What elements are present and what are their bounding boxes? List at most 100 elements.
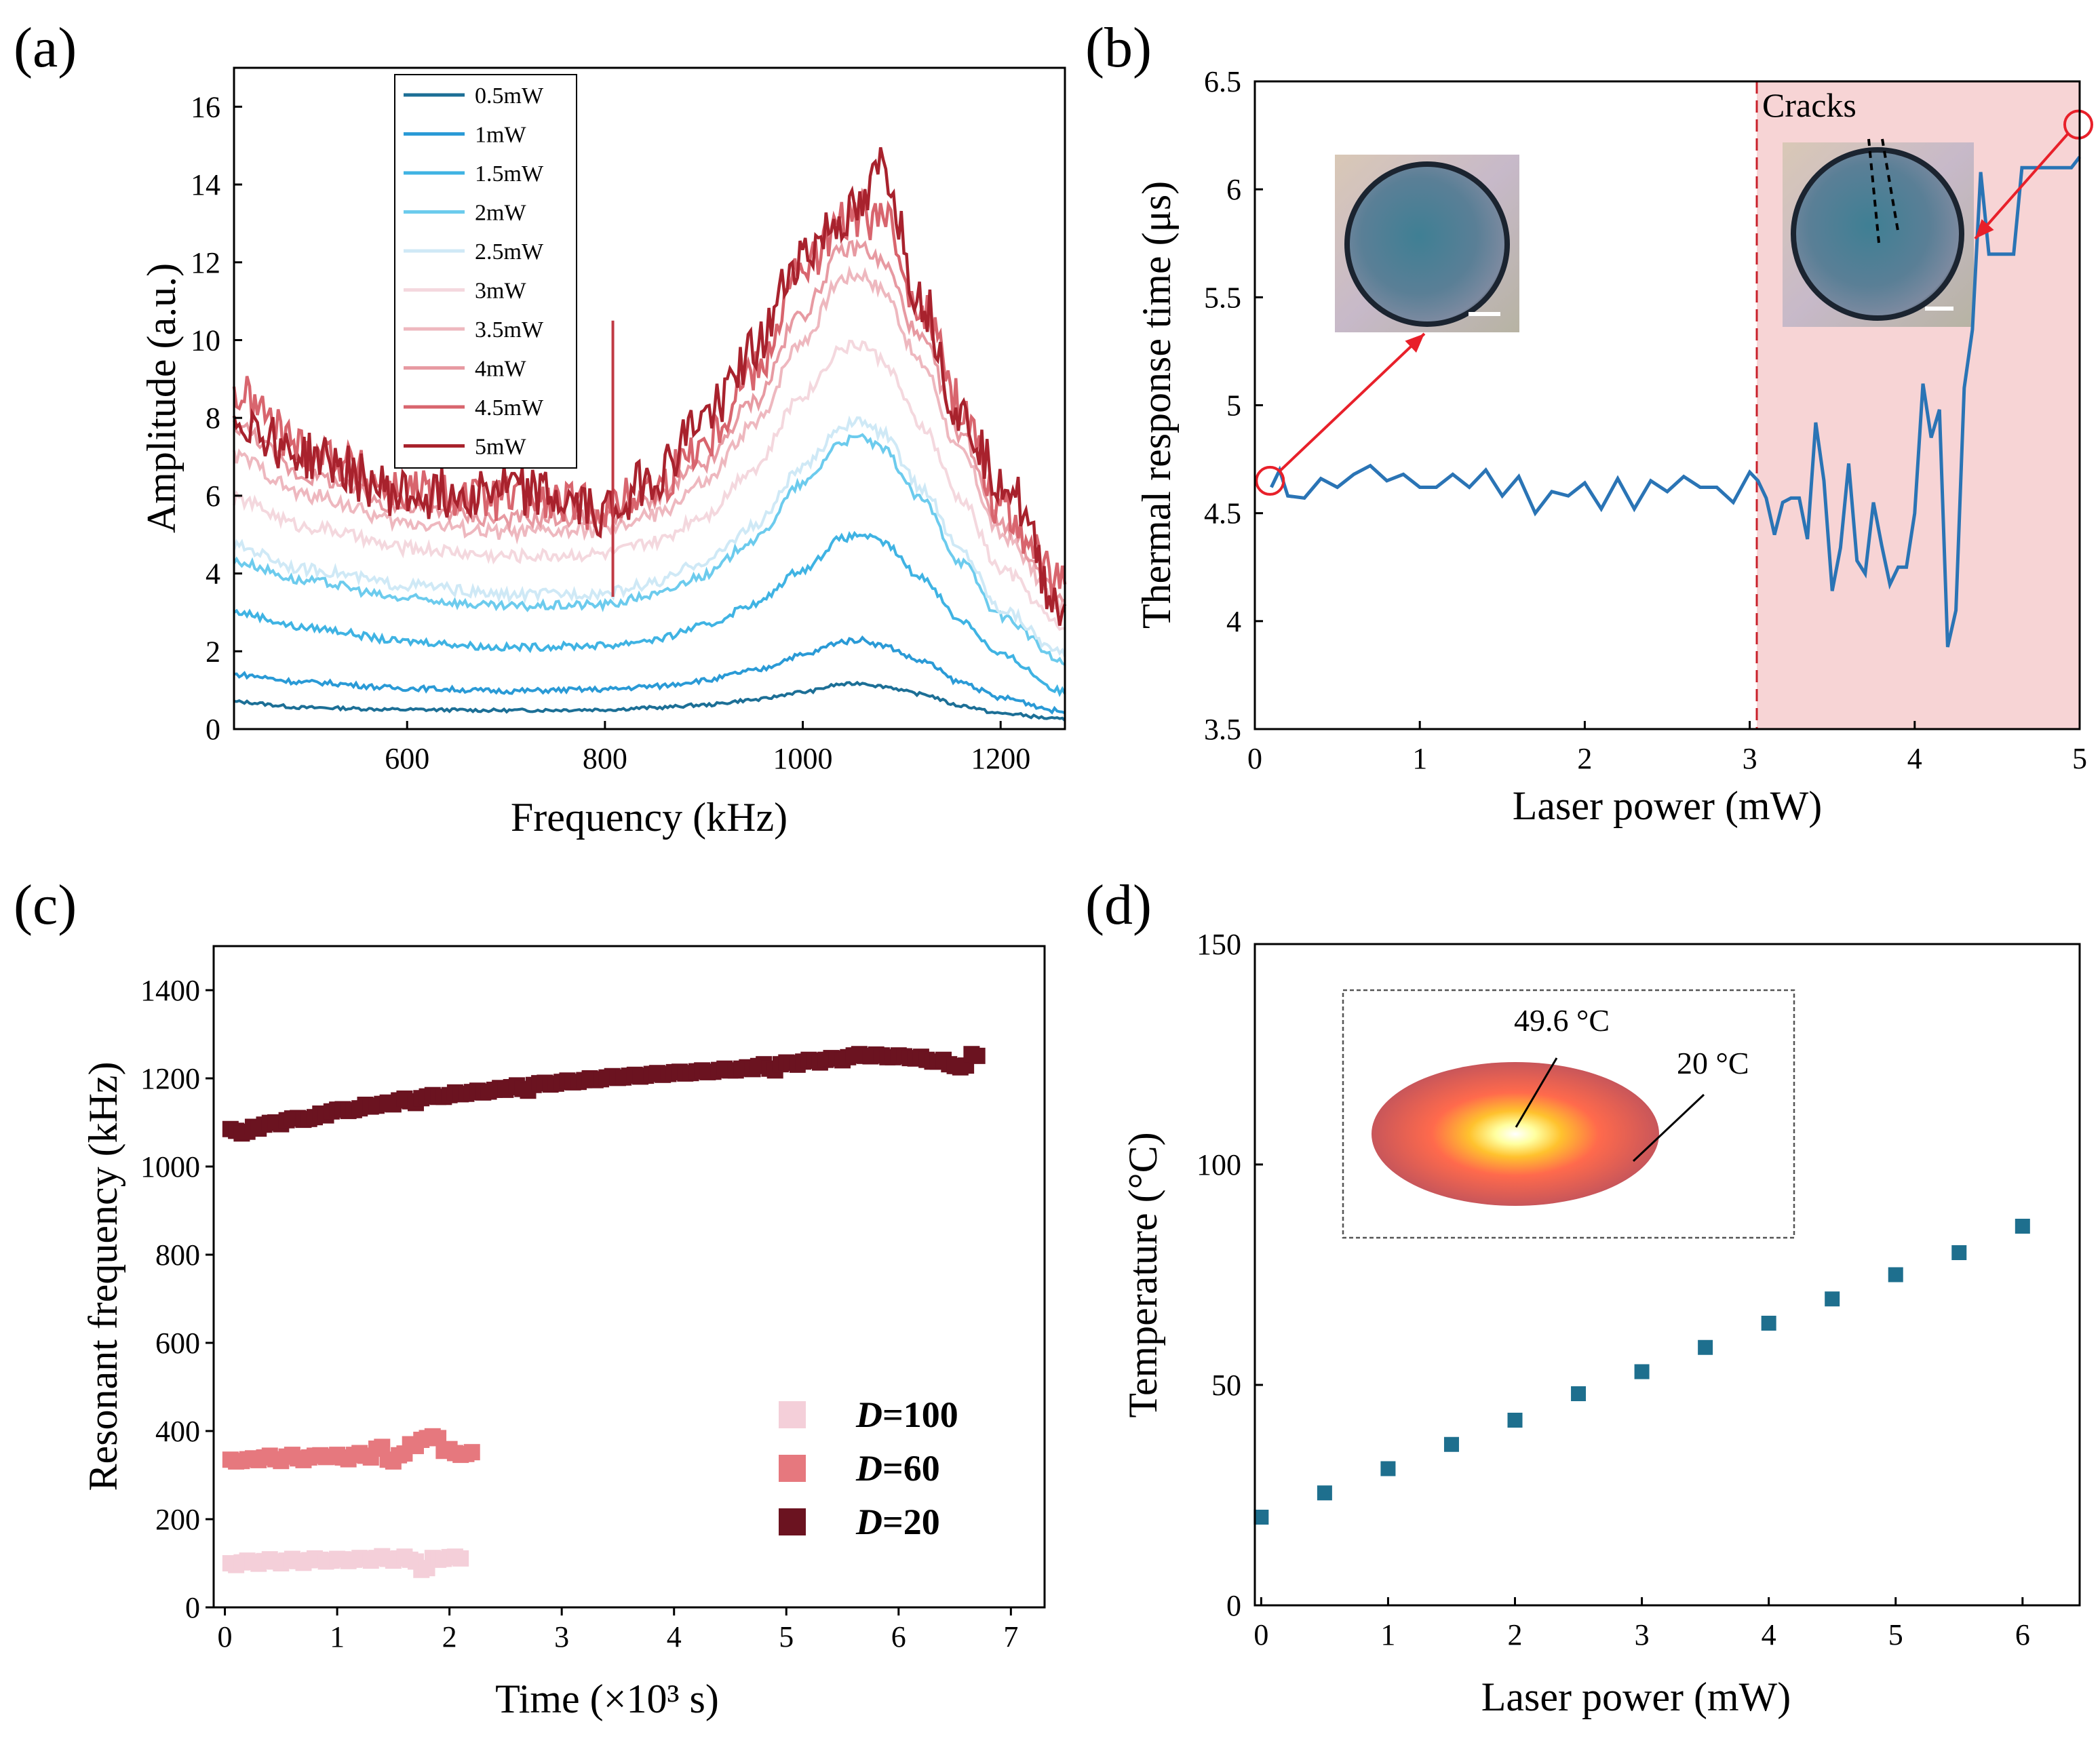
panel-b-label: (b): [1085, 16, 1152, 79]
d-point: [1888, 1267, 1903, 1282]
a-line-2.5mW: [233, 415, 1066, 657]
b-series-line: [1270, 155, 2081, 648]
a-xtick-label: 1000: [773, 742, 833, 775]
b-ytick-label: 3.5: [1204, 713, 1241, 746]
b-ytick-label: 5.5: [1204, 281, 1241, 314]
b-micrograph-cracked: [1783, 138, 1974, 327]
a-legend-label: 2.5mW: [475, 239, 544, 265]
c-ytick-label: 1000: [140, 1150, 200, 1183]
a-line-1mW: [233, 635, 1066, 715]
a-ytick-label: 14: [191, 168, 220, 201]
d-hot-label: 49.6 °C: [1514, 1003, 1610, 1038]
c-legend-rest: =20: [882, 1502, 940, 1542]
a-line-4mW: [233, 239, 1066, 602]
a-legend-label: 3.5mW: [475, 317, 544, 342]
c-xtick-label: 3: [554, 1620, 569, 1653]
b-ytick-label: 6: [1226, 173, 1241, 206]
a-ytick-label: 2: [206, 635, 220, 668]
d-point: [1253, 1510, 1269, 1525]
d-hot-pointer: [1515, 1057, 1558, 1128]
b-arrowhead-intact: [1405, 334, 1424, 353]
a-ytick-label: 10: [191, 324, 220, 357]
b-xtick-label: 0: [1247, 742, 1262, 775]
a-line-2mW: [233, 433, 1066, 666]
b-disc-cracked: [1791, 147, 1964, 321]
c-point-D=60: [463, 1444, 480, 1461]
d-xtick-label: 4: [1762, 1618, 1776, 1651]
c-legend-label: D=60: [855, 1448, 940, 1489]
a-line-5mW: [232, 146, 1067, 626]
a-ylabel: Amplitude (a.u.): [139, 263, 184, 533]
c-xtick-label: 0: [218, 1620, 233, 1653]
a-legend-label: 5mW: [475, 435, 526, 460]
c-xtick-label: 5: [779, 1620, 794, 1653]
a-ytick-label: 4: [206, 557, 220, 591]
a-ytick-label: 0: [206, 713, 220, 746]
a-ytick-label: 12: [191, 246, 220, 279]
d-point: [1951, 1245, 1967, 1260]
d-xlabel: Laser power (mW): [1481, 1675, 1791, 1719]
c-point-D=20: [969, 1047, 986, 1064]
b-xlabel: Laser power (mW): [1513, 783, 1822, 828]
a-line-0.5mW: [233, 680, 1066, 722]
a-legend-label: 1mW: [475, 123, 526, 148]
c-xtick-label: 6: [891, 1620, 906, 1653]
d-simulation-inset: 49.6 °C 20 °C: [1342, 989, 1795, 1239]
b-ytick-label: 4: [1226, 605, 1241, 638]
c-ylabel: Resonant frequency (kHz): [81, 1061, 125, 1491]
c-legend-rest: =100: [882, 1394, 958, 1435]
d-xtick-label: 1: [1380, 1618, 1395, 1651]
a-legend-label: 4mW: [475, 357, 526, 382]
a-legend-label: 4.5mW: [475, 395, 544, 420]
c-tick-labels: 0 1 2 3 4 5 6 7 0 200 400 600 800 1000 1200 1400: [140, 974, 1018, 1653]
c-legend-italic: D: [855, 1502, 882, 1542]
c-legend-italic: D: [855, 1448, 882, 1489]
a-legend-label: 2mW: [475, 201, 526, 226]
b-crack-pointer-2: [1881, 138, 1899, 231]
panel-a: (a) 600 800 1000 1200 0 2 4 6 8 10 12 14 16 0.5mW 1mW…: [14, 16, 1067, 840]
b-tick-labels: 0 1 2 3 4 5 3.5 4 4.5 5 5.5 6 6.5: [1204, 65, 2087, 775]
d-point: [1825, 1291, 1840, 1307]
d-plot-frame: [1253, 943, 2081, 1607]
a-tick-labels: 600 800 1000 1200 0 2 4 6 8 10 12 14 16: [191, 90, 1030, 775]
a-line-3mW: [233, 339, 1066, 631]
a-xlabel: Frequency (kHz): [511, 795, 788, 840]
d-point: [1761, 1316, 1776, 1331]
b-ytick-label: 4.5: [1204, 497, 1241, 530]
panel-c-label: (c): [14, 874, 77, 937]
c-ytick-label: 1200: [140, 1062, 200, 1095]
b-ylabel: Thermal response time (μs): [1134, 181, 1179, 629]
a-line-3.5mW: [233, 265, 1066, 614]
a-ytick-label: 8: [206, 402, 220, 435]
d-xtick-label: 2: [1508, 1618, 1523, 1651]
d-tick-labels: 0 1 2 3 4 5 6 0 50 100 150: [1197, 928, 2030, 1651]
c-legend-swatch: [779, 1401, 806, 1428]
b-crack-pointer-1: [1867, 138, 1880, 243]
d-ytick-label: 50: [1211, 1369, 1241, 1402]
c-ytick-label: 600: [155, 1327, 200, 1360]
d-xtick-label: 6: [2015, 1618, 2030, 1651]
d-heat-disc: [1372, 1062, 1659, 1206]
d-point: [1698, 1339, 1713, 1355]
a-xtick-label: 600: [385, 742, 429, 775]
panel-d-label: (d): [1085, 874, 1152, 937]
c-xtick-label: 1: [330, 1620, 345, 1653]
b-ytick-label: 6.5: [1204, 65, 1241, 98]
d-cold-label: 20 °C: [1677, 1046, 1749, 1080]
c-xtick-label: 4: [667, 1620, 682, 1653]
b-highlight-circle-end: [2063, 109, 2093, 140]
c-ytick-label: 800: [155, 1238, 200, 1272]
b-xtick-label: 2: [1577, 742, 1592, 775]
c-xlabel: Time (×10³ s): [495, 1677, 719, 1721]
d-ylabel: Temperature (°C): [1121, 1132, 1165, 1417]
d-point: [1507, 1413, 1523, 1428]
c-ytick-label: 200: [155, 1503, 200, 1536]
a-xtick-label: 1200: [971, 742, 1030, 775]
d-point: [1443, 1436, 1459, 1452]
a-ytick-label: 6: [206, 479, 220, 513]
b-xtick-label: 5: [2072, 742, 2087, 775]
b-plot-frame: [1253, 80, 2081, 730]
c-xtick-label: 7: [1003, 1620, 1018, 1653]
c-legend-italic: D: [855, 1394, 882, 1435]
